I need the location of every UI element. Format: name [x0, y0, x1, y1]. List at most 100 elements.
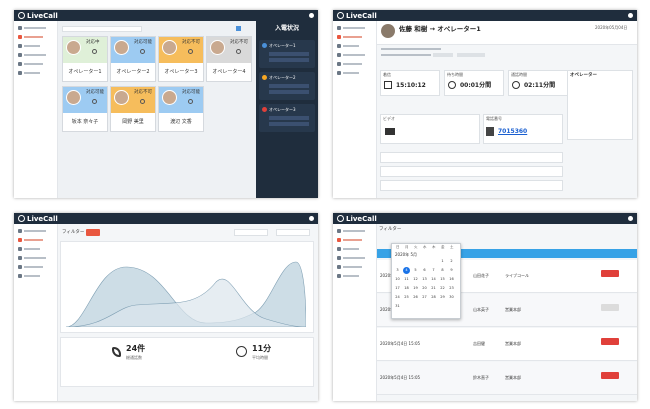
filter-label: フィルター: [62, 230, 85, 235]
calendar-day: 25: [404, 295, 409, 299]
sidebar-icon: [337, 26, 341, 30]
sidebar-icon: [18, 53, 22, 57]
status-badge: 対応中: [86, 40, 100, 45]
metric-icon: [448, 81, 456, 89]
calendar-day: 21: [431, 286, 436, 290]
detail-title: 佐藤 和樹 → オペレーター1: [399, 25, 481, 33]
memo-box: [380, 152, 563, 163]
screen-panel: LiveCall 対応中 オペレーター1 対応可能 オペレーター2 対応不可 オペレーター3…: [14, 10, 318, 198]
sidebar-icon: [337, 247, 341, 251]
calendar-day: 11: [404, 277, 409, 281]
status-badge: 対応可能: [182, 90, 200, 95]
call-count: 24件: [126, 344, 146, 353]
sidebar-icon: [18, 35, 22, 39]
side-label: オペレーター: [570, 73, 597, 78]
status-icon: [140, 49, 145, 54]
status-badge: 対応不可: [134, 90, 152, 95]
sidebar-item: [343, 239, 362, 241]
status-icon: [236, 49, 241, 54]
phone-card: [483, 114, 563, 144]
metric-icon: [512, 81, 520, 89]
top-bar: [333, 213, 637, 224]
duration-icon: [236, 346, 247, 357]
sidebar-item: [343, 45, 359, 47]
calendar-day: 24: [395, 295, 400, 299]
avatar: [114, 90, 129, 105]
calendar-day: 17: [395, 286, 400, 290]
avatar: [66, 40, 81, 55]
sidebar-item: [24, 239, 43, 241]
call-count-label: 総通話数: [126, 355, 142, 360]
calendar-day: 15: [440, 277, 445, 281]
logo-icon: [337, 215, 344, 222]
calendar-day: 3: [396, 268, 399, 272]
avatar: [210, 40, 225, 55]
calendar-day: 2: [450, 259, 453, 263]
weekday-label: 火: [414, 245, 418, 249]
video-label: ビデオ: [383, 116, 395, 121]
logo-icon: [337, 12, 344, 19]
area-shape: [66, 278, 306, 327]
status-badge: 対応可能: [134, 40, 152, 45]
sidebar-item: [24, 266, 43, 268]
brand-name: LiveCall: [27, 11, 58, 20]
operator-name: オペレーター4: [212, 69, 246, 75]
metric-value: 00:01分間: [460, 82, 492, 89]
metric-icon: [384, 81, 392, 89]
call-dot: [262, 75, 267, 80]
delete-button: [601, 372, 619, 379]
row-name: 鈴木直子: [473, 375, 489, 380]
status-icon: [92, 49, 97, 54]
avatar: [162, 90, 177, 105]
settings-icon: [309, 13, 314, 18]
phone-icon: [486, 127, 494, 136]
sidebar-item: [24, 230, 46, 232]
sidebar-icon: [18, 274, 22, 278]
weekday-label: 土: [450, 245, 454, 249]
calendar-day: 4: [405, 268, 408, 272]
row-tag: ライブコール: [505, 273, 529, 278]
sidebar-item: [24, 72, 40, 74]
call-operator: オペレーター3: [269, 107, 296, 112]
calendar-day: 10: [395, 277, 400, 281]
top-bar: [14, 10, 318, 21]
calendar-day: 1: [441, 259, 444, 263]
operator-name: オペレーター3: [164, 69, 198, 75]
area-chart: [66, 261, 306, 327]
metric-value: 02:11分間: [524, 82, 556, 89]
sidebar-item: [343, 266, 362, 268]
row-name: 山本英子: [473, 307, 489, 312]
sidebar-icon: [18, 44, 22, 48]
status-icon: [92, 99, 97, 104]
sidebar: [333, 224, 377, 401]
sidebar-item: [24, 36, 43, 38]
sidebar-item: [343, 275, 359, 277]
top-bar: [333, 10, 637, 21]
sidebar-item: [343, 36, 362, 38]
sidebar-icon: [337, 71, 341, 75]
average-duration-label: 平均時間: [252, 355, 268, 360]
tag-chip: [457, 53, 485, 57]
settings-icon: [628, 13, 633, 18]
sidebar-icon: [337, 53, 341, 57]
sidebar-icon: [337, 62, 341, 66]
operator-name: 坂本 奈々子: [71, 119, 99, 125]
call-chip: [269, 116, 309, 120]
status-badge: 対応不可: [182, 40, 200, 45]
calendar-day: 22: [440, 286, 445, 290]
side-column: [567, 70, 633, 140]
row-name: 吉田健: [473, 341, 485, 346]
table-row: [377, 328, 637, 361]
screen-panel: LiveCall 佐藤 和樹 → オペレーター1 2020年05月04日 着信 15:1…: [333, 10, 637, 198]
average-duration: 11分: [252, 344, 272, 353]
settings-icon: [309, 216, 314, 221]
sidebar-item: [343, 230, 365, 232]
brand-name: LiveCall: [346, 11, 377, 20]
brand-name: LiveCall: [346, 214, 377, 223]
table-row: [377, 362, 637, 395]
selected-day: [403, 267, 410, 274]
sidebar-icon: [337, 229, 341, 233]
top-bar: [14, 213, 318, 224]
sidebar-item: [343, 27, 365, 29]
